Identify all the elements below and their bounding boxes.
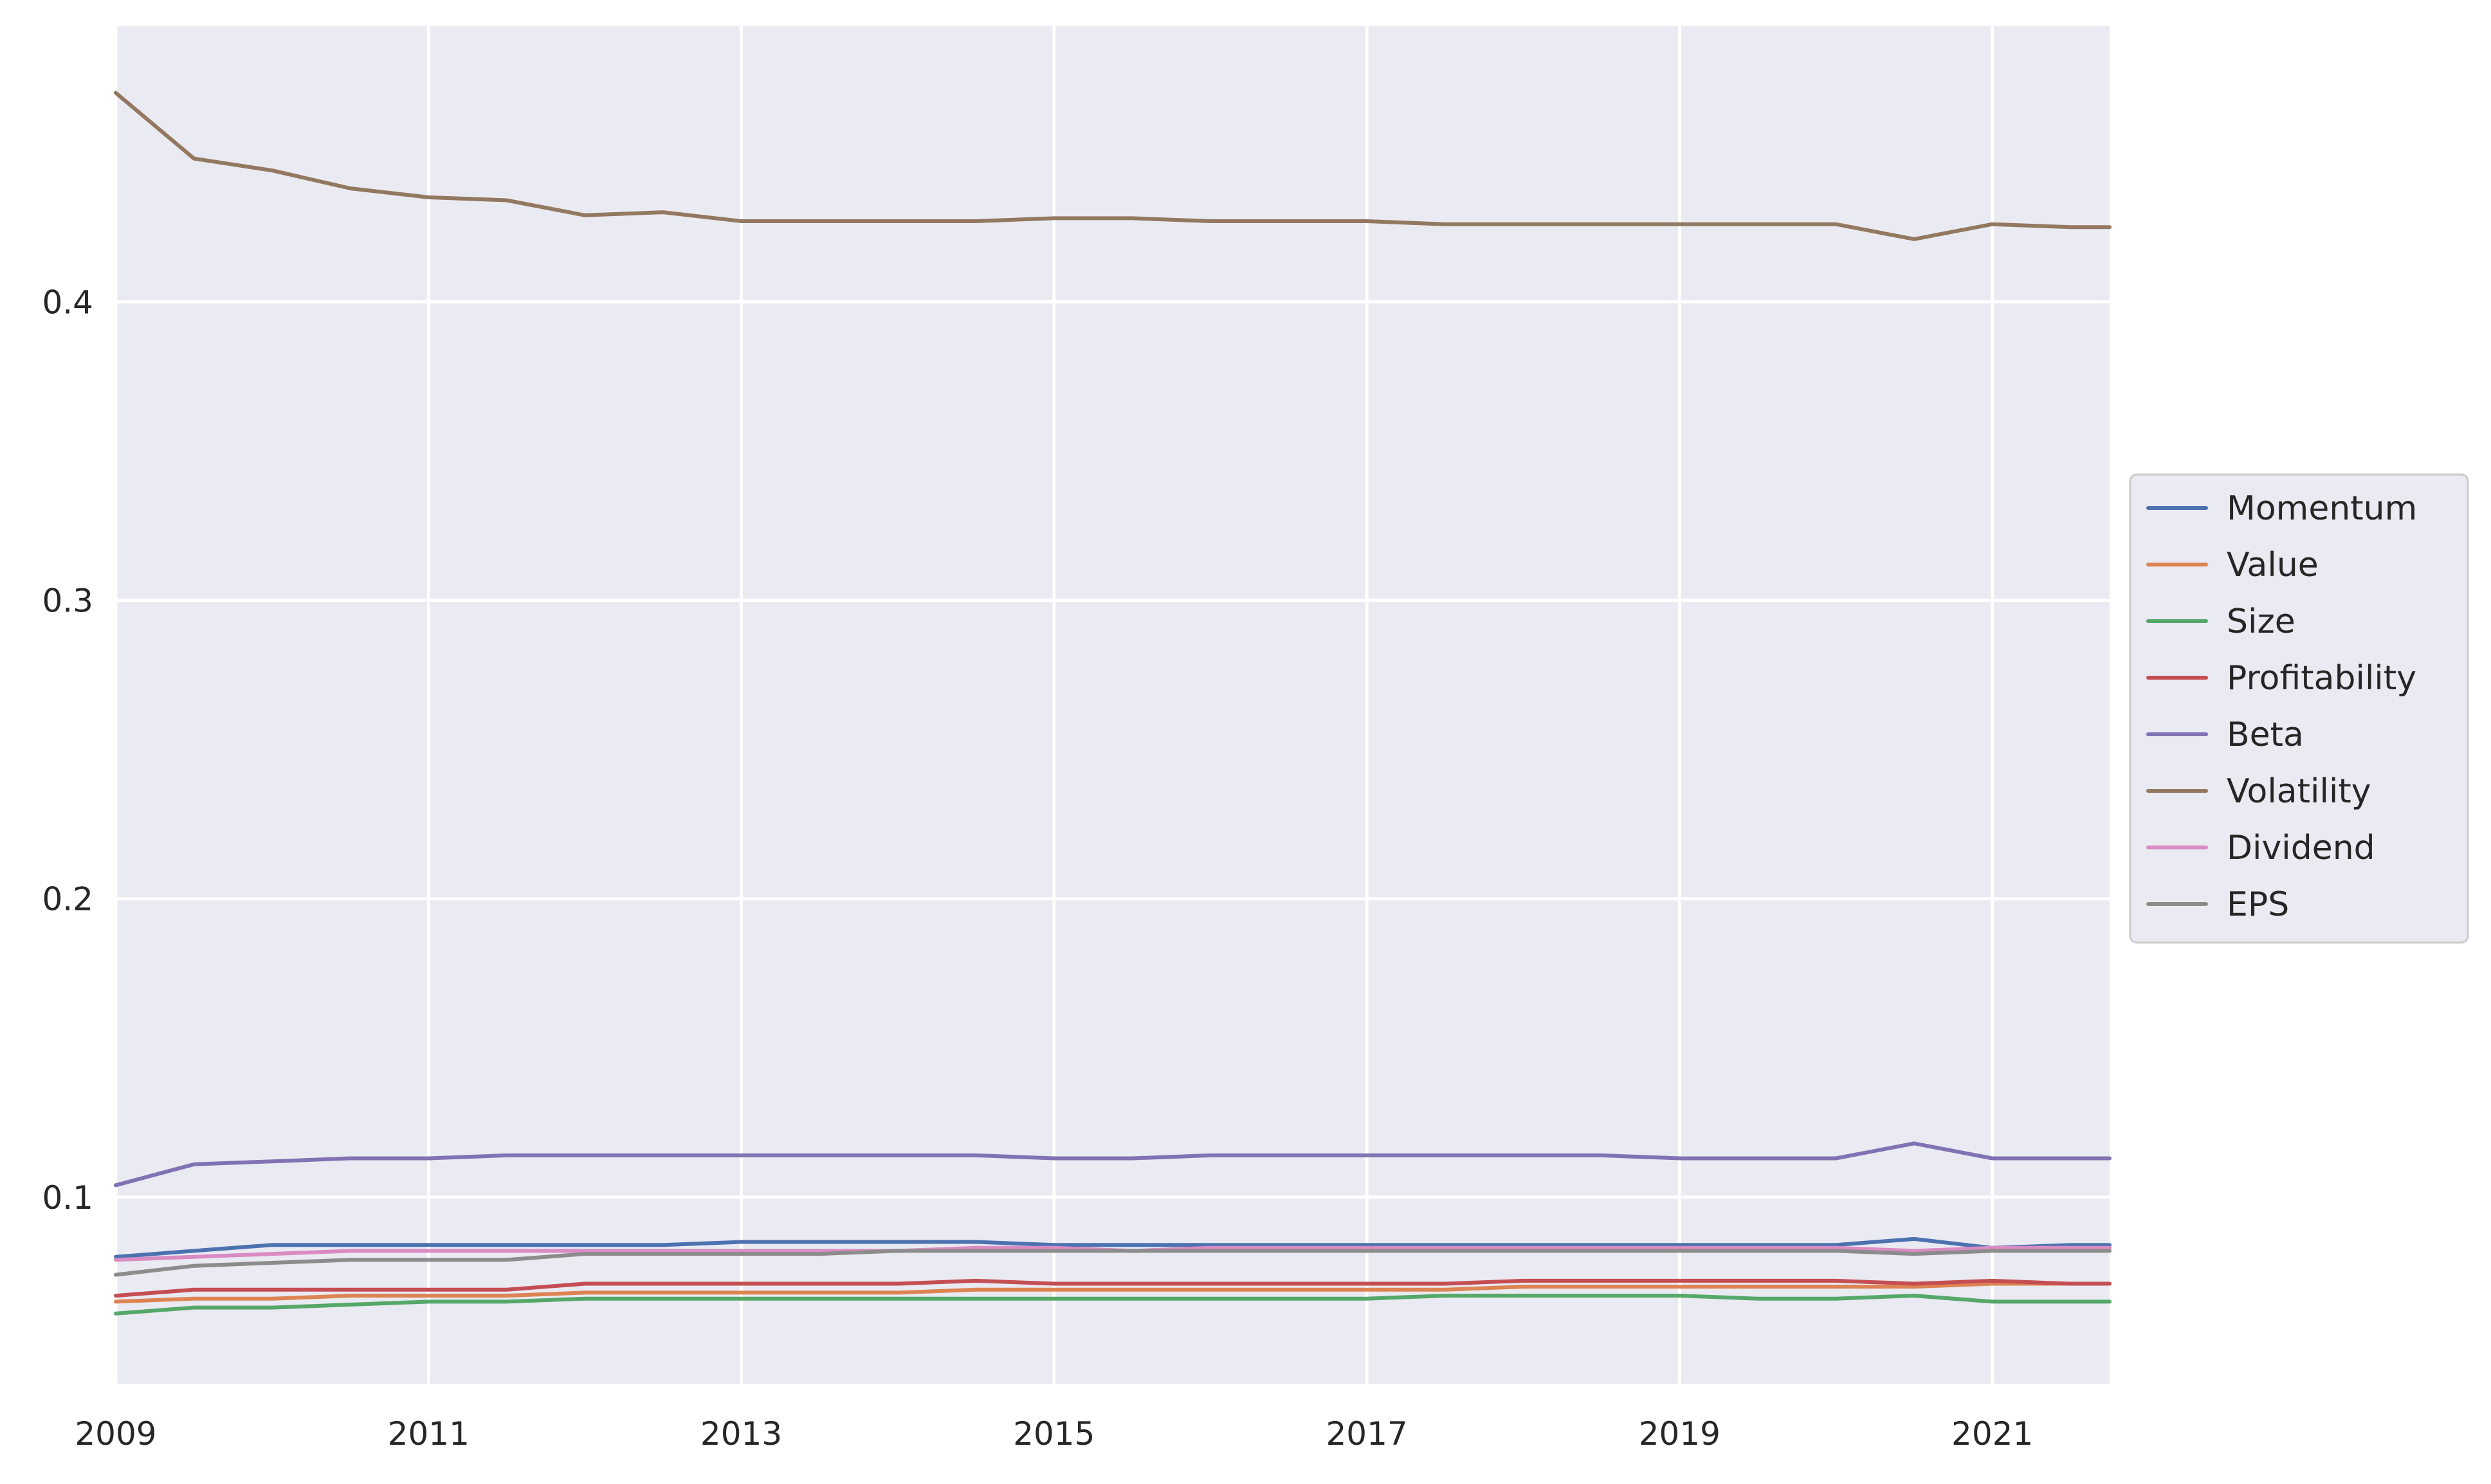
series-line-eps <box>114 1249 2112 1277</box>
x-tick-label: 2011 <box>388 1415 470 1452</box>
y-tick-label: 0.3 <box>42 583 93 620</box>
grid-lines <box>114 26 2110 1384</box>
series-line-volatility <box>114 91 2112 241</box>
series-line-beta <box>114 1141 2112 1188</box>
y-tick-label: 0.2 <box>42 881 93 918</box>
series-lines <box>114 91 2112 1316</box>
legend-label-profitability: Profitability <box>2227 659 2416 698</box>
series-line-profitability <box>114 1278 2112 1298</box>
x-tick-label: 2019 <box>1639 1415 1720 1452</box>
legend-label-beta: Beta <box>2227 716 2304 754</box>
series-line-momentum <box>114 1236 2112 1259</box>
legend-box <box>2129 473 2469 944</box>
legend-label-volatility: Volatility <box>2227 772 2371 811</box>
x-tick-label: 2009 <box>75 1415 156 1452</box>
x-tick-label: 2021 <box>1951 1415 2033 1452</box>
series-line-value <box>114 1281 2112 1304</box>
legend: Momentum Value Size Profitability Beta Volati… <box>2129 473 2469 944</box>
legend-label-eps: EPS <box>2227 885 2289 924</box>
legend-label-dividend: Dividend <box>2227 829 2375 867</box>
x-tick-label: 2015 <box>1013 1415 1095 1452</box>
tick-labels: 2009 2011 2013 2015 2017 2019 2021 0.1 0.2 0.3 0.4 <box>42 284 2033 1452</box>
legend-label-value: Value <box>2227 546 2319 584</box>
x-tick-label: 2017 <box>1326 1415 1407 1452</box>
legend-label-momentum: Momentum <box>2227 489 2417 528</box>
y-tick-label: 0.4 <box>42 284 93 321</box>
series-line-size <box>114 1294 2112 1316</box>
x-tick-label: 2013 <box>700 1415 782 1452</box>
y-tick-label: 0.1 <box>42 1179 93 1217</box>
legend-label-size: Size <box>2227 602 2295 641</box>
plot-area <box>116 26 2110 1384</box>
